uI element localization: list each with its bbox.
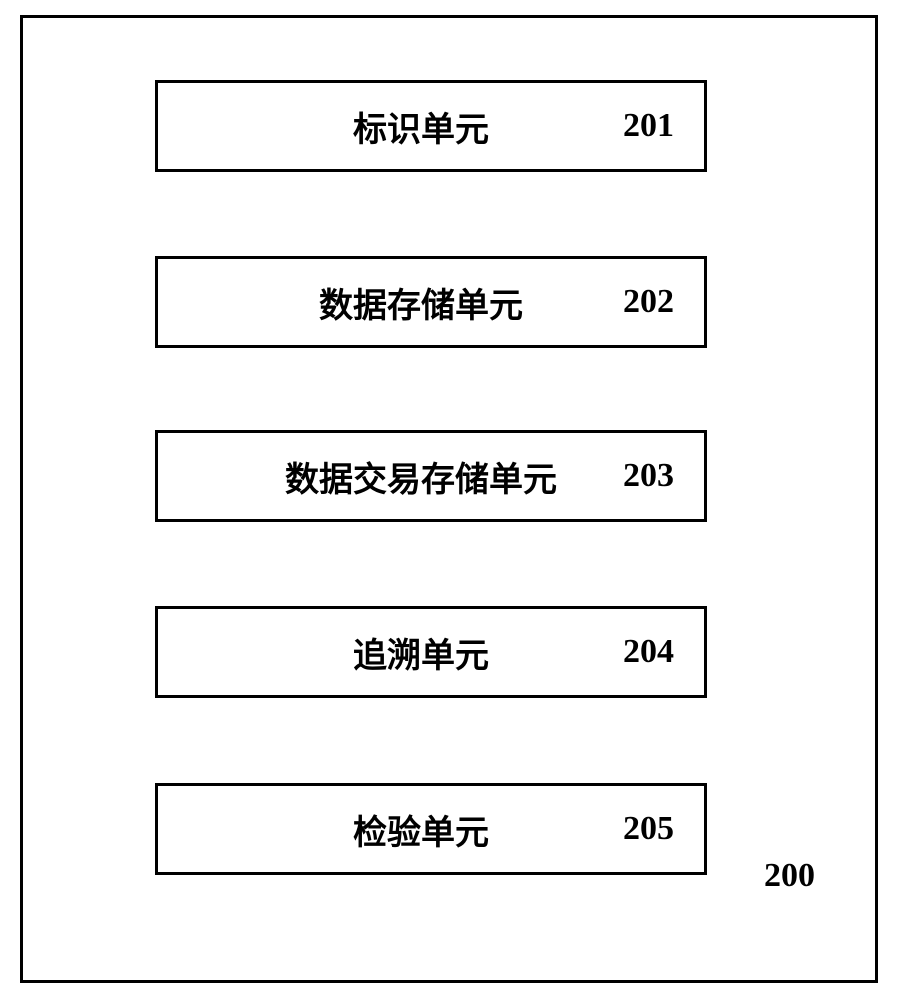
unit-box-1: 标识单元 201 bbox=[155, 80, 707, 172]
unit-number-3: 203 bbox=[623, 457, 674, 495]
unit-box-2: 数据存储单元 202 bbox=[155, 256, 707, 348]
unit-label-4: 追溯单元 bbox=[353, 628, 489, 677]
diagram-container: 标识单元 201 数据存储单元 202 数据交易存储单元 203 追溯单元 20… bbox=[20, 15, 878, 983]
unit-number-5: 205 bbox=[623, 810, 674, 848]
unit-number-2: 202 bbox=[623, 283, 674, 321]
container-number: 200 bbox=[764, 857, 815, 895]
unit-number-4: 204 bbox=[623, 633, 674, 671]
unit-label-5: 检验单元 bbox=[353, 805, 489, 854]
unit-box-3: 数据交易存储单元 203 bbox=[155, 430, 707, 522]
unit-label-1: 标识单元 bbox=[353, 102, 489, 151]
unit-box-5: 检验单元 205 bbox=[155, 783, 707, 875]
unit-number-1: 201 bbox=[623, 107, 674, 145]
unit-label-3: 数据交易存储单元 bbox=[285, 452, 557, 501]
unit-label-2: 数据存储单元 bbox=[319, 278, 523, 327]
unit-box-4: 追溯单元 204 bbox=[155, 606, 707, 698]
